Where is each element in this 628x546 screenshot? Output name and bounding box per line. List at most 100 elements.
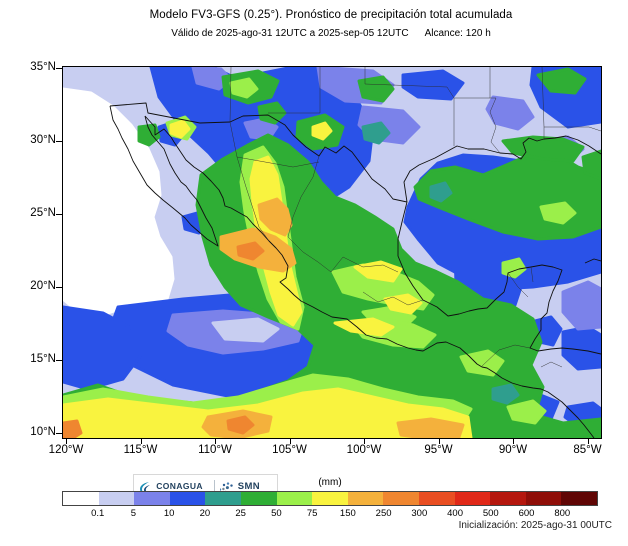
- precip-contour-blob: [506, 399, 547, 425]
- precip-contour-blob: [333, 317, 395, 337]
- border-path: [236, 156, 320, 168]
- precip-contour-blob: [429, 181, 453, 203]
- precip-contour-blob: [230, 484, 233, 487]
- smn-wordmark: SMN: [237, 480, 261, 492]
- y-axis-tick-label: 35°N: [30, 61, 56, 73]
- coastline-path: [584, 258, 601, 264]
- border-path: [364, 67, 455, 146]
- border-path: [342, 256, 399, 273]
- colorbar-tick-label: 600: [518, 508, 535, 519]
- precip-contour-blob: [581, 149, 601, 181]
- coastline-path: [403, 135, 601, 203]
- colorbar-segment: [312, 492, 348, 505]
- precip-contour-blob: [401, 69, 465, 101]
- valid-range-text: Válido de 2025-ago-31 12UTC a 2025-sep-0…: [171, 28, 409, 39]
- x-axis-tickmark: [364, 438, 365, 444]
- page-title: Modelo FV3-GFS (0.25°). Pronóstico de pr…: [149, 9, 513, 21]
- border-path: [530, 266, 534, 283]
- precip-contour-blob: [221, 487, 225, 491]
- precip-contour-blob: [137, 123, 161, 147]
- precipitation-map-svg: [63, 67, 601, 438]
- precip-contour-blob: [361, 121, 391, 145]
- colorbar-tick-label: 300: [411, 508, 428, 519]
- colorbar-segment: [134, 492, 170, 505]
- conagua-wordmark: CONAGUA: [156, 481, 203, 491]
- initialization-label: Inicialización: 2025-ago-31 00UTC: [458, 520, 612, 531]
- colorbar-segment: [169, 492, 206, 505]
- x-axis-tick-label: 100°W: [346, 444, 382, 456]
- precip-contour-blob: [222, 483, 225, 487]
- precip-contour-blob: [219, 488, 221, 491]
- border-path: [362, 291, 424, 306]
- x-axis-tick-label: 105°W: [272, 444, 307, 456]
- x-axis-tick-label: 95°W: [424, 444, 453, 456]
- colorbar-tick-label: 800: [554, 508, 571, 519]
- colorbar-tick-label: 5: [130, 508, 137, 519]
- x-axis-tickmark: [66, 438, 67, 444]
- y-axis-tickmark: [56, 214, 62, 215]
- precip-contour-blob: [536, 67, 587, 95]
- border-path: [229, 67, 232, 123]
- logo-divider: [213, 480, 215, 496]
- precip-layer-teal: [361, 121, 520, 405]
- precip-contour-blob: [257, 197, 293, 237]
- y-axis-tick-label: 20°N: [30, 280, 56, 292]
- precip-contour-blob: [485, 95, 535, 131]
- map-frame: CONAGUA SMN: [62, 66, 602, 502]
- precip-contour-blob: [491, 383, 520, 405]
- precip-contour-blob: [383, 293, 423, 315]
- colorbar-segments: [62, 491, 598, 506]
- colorbar-tick-label: 75: [306, 508, 318, 519]
- colorbar-labels: 0.1 5 10 20 25 50 75 150 250 300 400 500 600 800: [62, 508, 622, 520]
- border-path: [268, 67, 321, 114]
- precip-contour-blob: [169, 119, 191, 139]
- coastline-path: [397, 201, 601, 355]
- colorbar-segment: [383, 492, 419, 505]
- border-path: [287, 236, 344, 273]
- colorbar-segment: [418, 492, 455, 505]
- state-border-lines: [229, 67, 601, 368]
- colorbar-segment: [525, 492, 562, 505]
- precip-contour-blob: [226, 482, 229, 485]
- precip-contour-blob: [63, 419, 83, 438]
- colorbar-segment: [63, 492, 99, 505]
- x-axis-tickmark: [438, 438, 440, 444]
- colorbar-tick-label: 20: [199, 508, 211, 519]
- colorbar-segment: [347, 492, 384, 505]
- colorbar-segment: [98, 492, 135, 505]
- colorbar-tick-label: 10: [163, 508, 175, 519]
- precip-contour-blob: [311, 121, 333, 141]
- precip-contour-blob: [226, 415, 255, 435]
- precip-contour-blob: [229, 77, 259, 99]
- colorbar-tick-label: 50: [271, 508, 282, 519]
- x-axis-tickmark: [513, 438, 514, 444]
- colorbar-segment: [454, 492, 491, 505]
- border-path: [229, 121, 270, 242]
- y-axis-tick-label: 30°N: [30, 134, 56, 146]
- precip-contour-blob: [459, 349, 505, 377]
- y-axis-tick-label: 15°N: [30, 353, 56, 365]
- colorbar-segment: [276, 492, 313, 505]
- border-path: [454, 97, 501, 154]
- border-path: [540, 361, 563, 368]
- colorbar-tick-label: 150: [339, 508, 356, 519]
- x-axis-tick-label: 115°W: [123, 444, 158, 456]
- colorbar-tick-label: 400: [447, 508, 463, 519]
- colorbar-tick-label: 0.1: [91, 508, 105, 519]
- coastline-path: [144, 115, 595, 438]
- precip-contour-blob: [561, 280, 601, 331]
- x-axis-tickmark: [215, 438, 216, 444]
- y-axis-tick-label: 10°N: [30, 426, 56, 438]
- smn-bird-icon: [219, 482, 233, 494]
- colorbar-segment: [205, 492, 241, 505]
- x-axis-tickmark: [289, 438, 291, 444]
- y-axis-tickmark: [56, 360, 62, 361]
- x-axis-tickmark: [140, 438, 142, 444]
- x-axis-tick-label: 85°W: [573, 444, 602, 456]
- colorbar-tick-label: 25: [235, 508, 246, 519]
- colorbar-units-label: (mm): [318, 477, 342, 488]
- y-axis-tickmark: [56, 287, 62, 288]
- coastline-path: [109, 102, 408, 203]
- x-axis-tick-label: 110°W: [198, 444, 232, 456]
- colorbar-tick-label: 250: [375, 508, 392, 519]
